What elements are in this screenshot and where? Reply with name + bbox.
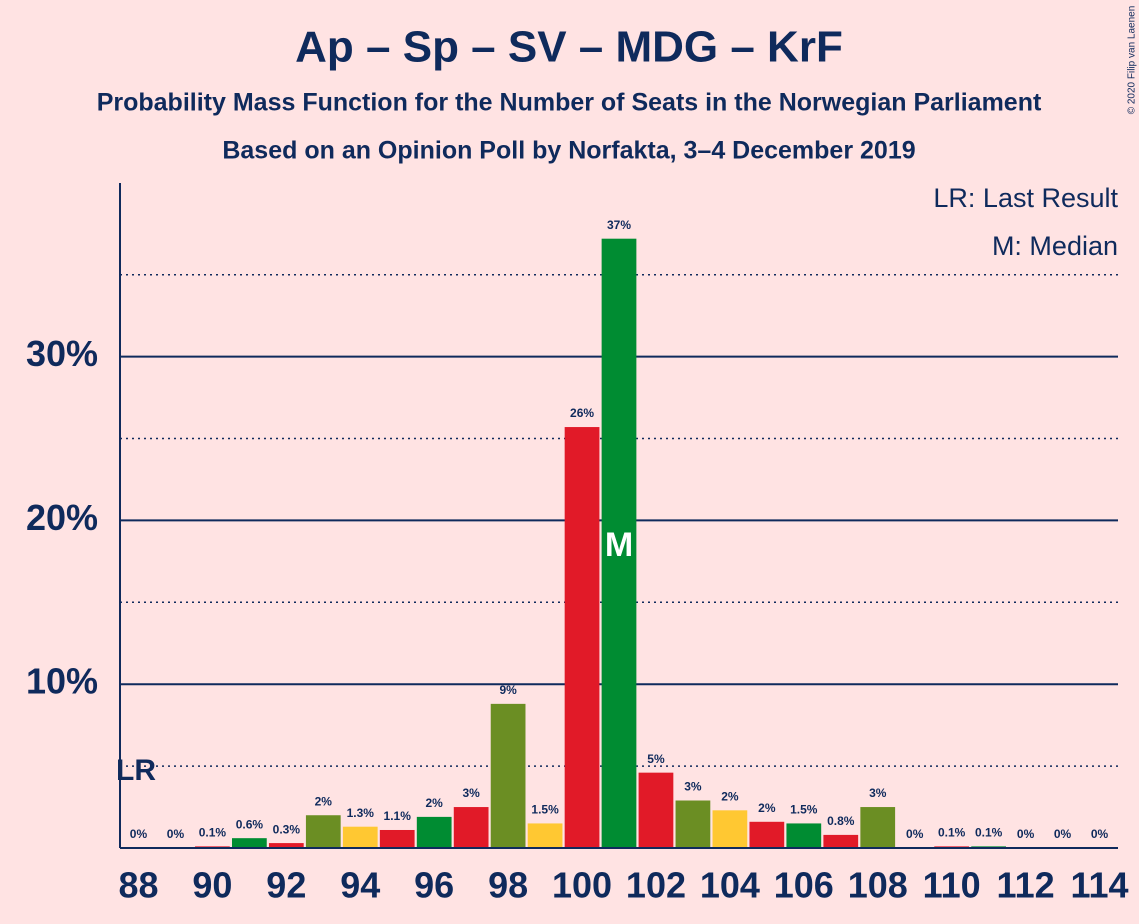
value-label: 0.8% [827, 814, 855, 828]
value-label: 0% [1054, 827, 1072, 841]
value-label: 0.1% [975, 826, 1003, 840]
value-label: 2% [426, 796, 444, 810]
x-tick-label: 112 [997, 865, 1055, 906]
bar [564, 427, 600, 848]
x-tick-label: 106 [774, 865, 834, 906]
value-label: 2% [758, 801, 776, 815]
legend-entry: LR: Last Result [933, 183, 1118, 213]
x-tick-label: 92 [266, 865, 306, 906]
bar [860, 807, 896, 848]
value-label: 0.6% [236, 817, 264, 831]
bar [786, 823, 822, 848]
value-label: 0% [130, 827, 148, 841]
value-label: 3% [462, 786, 480, 800]
bar [601, 238, 637, 849]
value-label: 3% [684, 780, 702, 794]
x-tick-label: 100 [552, 865, 612, 906]
value-label: 1.1% [384, 809, 412, 823]
bar [342, 826, 378, 848]
bar [453, 807, 489, 848]
x-tick-label: 96 [414, 865, 454, 906]
bar [231, 838, 267, 848]
copyright: © 2020 Filip van Laenen [1127, 6, 1138, 115]
value-label: 26% [570, 406, 594, 420]
bar [416, 816, 452, 848]
y-tick-label: 30% [26, 333, 98, 374]
x-tick-label: 98 [488, 865, 528, 906]
y-tick-label: 20% [26, 497, 98, 538]
x-tick-label: 114 [1070, 865, 1128, 906]
value-label: 2% [315, 794, 333, 808]
x-tick-label: 104 [700, 865, 760, 906]
x-tick-label: 94 [340, 865, 380, 906]
x-tick-label: 88 [118, 865, 158, 906]
x-tick-label: 102 [626, 865, 686, 906]
value-label: 1.5% [531, 803, 559, 817]
legend-entry: M: Median [992, 231, 1118, 261]
value-label: 1.5% [790, 803, 818, 817]
bar [268, 843, 304, 848]
x-tick-label: 110 [923, 865, 981, 906]
bar [638, 772, 674, 848]
bar [712, 810, 748, 848]
value-label: 0.1% [199, 826, 227, 840]
value-label: 3% [869, 786, 887, 800]
bar [823, 834, 859, 848]
value-label: 37% [607, 218, 631, 232]
value-label: 0% [167, 827, 185, 841]
value-label: 2% [721, 789, 739, 803]
value-label: 0% [906, 827, 924, 841]
bar [490, 703, 526, 848]
y-tick-label: 10% [26, 661, 98, 702]
bar [675, 800, 711, 848]
value-label: 5% [647, 752, 665, 766]
chart-subtitle: Probability Mass Function for the Number… [97, 89, 1042, 117]
chart-subtitle: Based on an Opinion Poll by Norfakta, 3–… [222, 137, 915, 165]
median-marker: M [605, 526, 633, 564]
value-label: 1.3% [347, 806, 375, 820]
value-label: 0.1% [938, 826, 966, 840]
bar [379, 829, 415, 848]
x-tick-label: 108 [848, 865, 908, 906]
value-label: 0% [1091, 827, 1109, 841]
bar [305, 815, 341, 848]
value-label: 9% [499, 683, 517, 697]
value-label: 0% [1017, 827, 1035, 841]
x-tick-label: 90 [192, 865, 232, 906]
bar [527, 823, 563, 848]
bar [749, 821, 785, 848]
chart-title: Ap – Sp – SV – MDG – KrF [295, 23, 843, 72]
value-label: 0.3% [273, 822, 301, 836]
last-result-marker: LR [116, 754, 156, 787]
